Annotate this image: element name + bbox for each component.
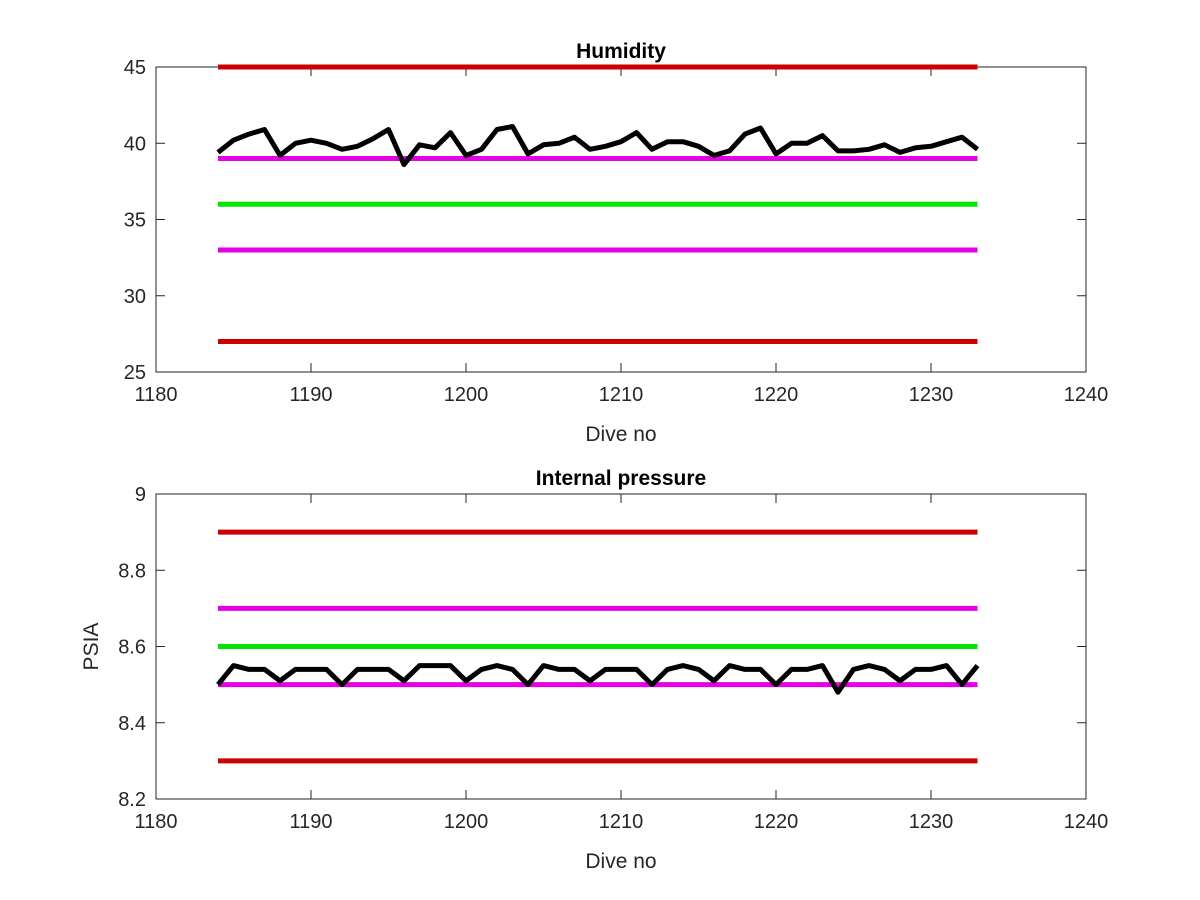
humidity-series-line [216, 124, 980, 168]
internal-pressure-x-tick-label: 1210 [599, 811, 644, 833]
internal-pressure-x-tick-label: 1180 [134, 811, 177, 833]
internal-pressure-y-tick-label: 8.8 [118, 560, 146, 582]
internal-pressure-y-tick-label: 9 [135, 484, 146, 506]
humidity-x-tick-label: 1230 [909, 384, 954, 406]
humidity-x-tick-label: 1190 [289, 384, 332, 406]
humidity-x-tick-label: 1220 [754, 384, 799, 406]
humidity-y-tick-label: 40 [124, 133, 146, 155]
internal-pressure-x-tick-label: 1240 [1064, 811, 1109, 833]
humidity-title: Humidity [576, 40, 666, 63]
internal-pressure-x-tick-label: 1200 [444, 811, 489, 833]
internal-pressure-x-tick-label: 1190 [289, 811, 332, 833]
internal-pressure-x-axis-label: Dive no [585, 850, 656, 873]
humidity-y-tick-label: 25 [124, 362, 146, 384]
humidity-y-tick-label: 45 [124, 57, 146, 79]
internal-pressure-x-tick-label: 1220 [754, 811, 799, 833]
humidity-y-tick-label: 30 [124, 286, 146, 308]
humidity-x-tick-label: 1240 [1064, 384, 1109, 406]
humidity-y-tick-label: 35 [124, 210, 146, 232]
internal-pressure-y-axis-label: PSIA [80, 623, 103, 671]
internal-pressure-title: Internal pressure [536, 467, 706, 490]
humidity-x-tick-label: 1200 [444, 384, 489, 406]
internal-pressure-plot: 1180 1190 1200 1210 1220 1230 1240 8.2 8.4 8.6 8.8… [80, 467, 1108, 873]
humidity-plot: 1180 1190 1200 1210 1220 1230 1240 25 30 35 40 45 Hu… [124, 40, 1109, 446]
internal-pressure-x-tick-label: 1230 [909, 811, 954, 833]
internal-pressure-series-line [216, 663, 980, 695]
humidity-x-axis-label: Dive no [585, 423, 656, 446]
humidity-axes-box [155, 66, 1087, 373]
humidity-x-tick-label: 1180 [134, 384, 177, 406]
humidity-x-tick-label: 1210 [599, 384, 644, 406]
internal-pressure-y-tick-label: 8.4 [118, 713, 146, 735]
internal-pressure-y-tick-label: 8.6 [118, 637, 146, 659]
internal-pressure-y-tick-label: 8.2 [118, 789, 146, 811]
